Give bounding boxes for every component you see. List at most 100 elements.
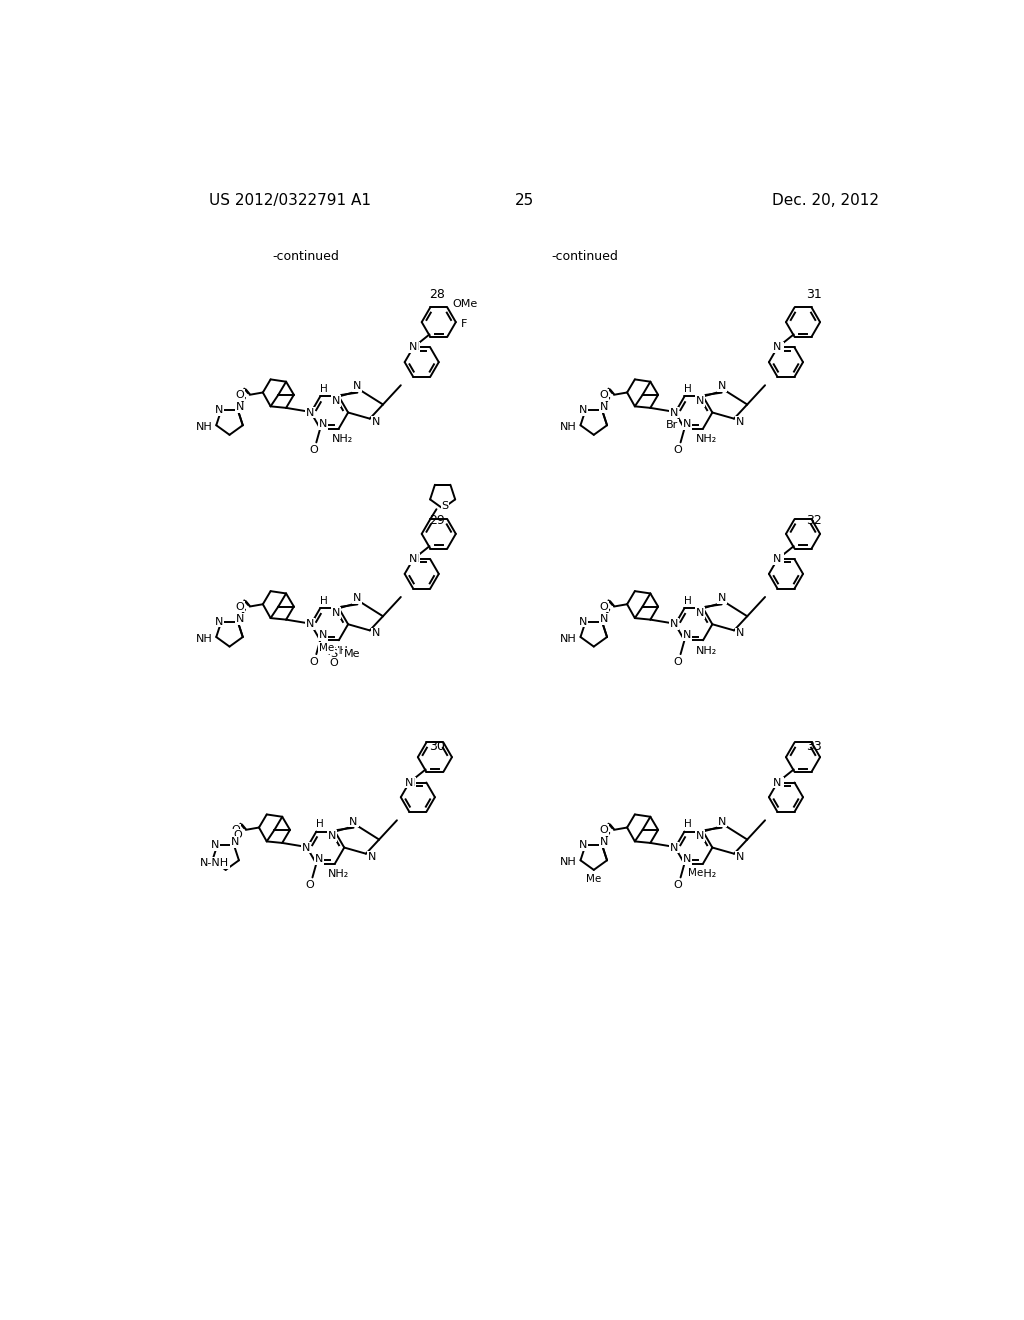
Text: N: N [683, 418, 691, 429]
Text: N: N [332, 396, 340, 407]
Text: 33: 33 [806, 739, 822, 752]
Text: 32: 32 [806, 515, 822, 527]
Text: O: O [309, 445, 318, 455]
Text: N: N [332, 609, 340, 618]
Text: Me: Me [688, 867, 702, 878]
Text: H: H [684, 384, 692, 393]
Text: N: N [579, 840, 588, 850]
Text: S: S [441, 502, 449, 511]
Text: Me: Me [343, 649, 360, 659]
Text: F: F [461, 318, 467, 329]
Text: N: N [302, 842, 310, 853]
Text: N: N [696, 396, 705, 407]
Text: N: N [306, 619, 314, 630]
Text: N: N [736, 417, 744, 426]
Text: N: N [579, 405, 588, 414]
Text: Dec. 20, 2012: Dec. 20, 2012 [772, 193, 879, 209]
Text: N: N [683, 631, 691, 640]
Text: NH: NH [196, 422, 212, 432]
Text: N: N [718, 593, 726, 603]
Text: N: N [318, 631, 328, 640]
Text: NH₂: NH₂ [332, 645, 353, 656]
Text: Me: Me [586, 874, 601, 884]
Text: N: N [600, 837, 608, 847]
Text: N: N [600, 614, 608, 624]
Text: O: O [231, 825, 240, 834]
Text: N: N [773, 342, 781, 352]
Text: N: N [328, 832, 336, 841]
Text: NH₂: NH₂ [696, 870, 718, 879]
Text: OMe: OMe [452, 300, 477, 309]
Text: N: N [353, 381, 361, 392]
Text: H: H [316, 818, 324, 829]
Text: N: N [696, 832, 705, 841]
Text: 29: 29 [429, 515, 444, 527]
Text: O: O [599, 602, 608, 611]
Text: N: N [353, 593, 361, 603]
Text: N: N [368, 851, 376, 862]
Text: N: N [579, 616, 588, 627]
Text: O: O [599, 389, 608, 400]
Text: NH: NH [560, 634, 577, 644]
Text: Br: Br [666, 420, 678, 429]
Text: N: N [411, 554, 419, 564]
Text: O: O [306, 880, 314, 890]
Text: N: N [773, 554, 781, 564]
Text: N: N [236, 614, 245, 624]
Text: NH₂: NH₂ [332, 434, 353, 445]
Text: N: N [775, 554, 783, 564]
Text: N: N [683, 854, 691, 863]
Text: O: O [674, 657, 683, 667]
Text: N: N [407, 777, 415, 788]
Text: N: N [215, 405, 223, 414]
Text: Me: Me [318, 643, 334, 653]
Text: O: O [232, 830, 242, 841]
Text: NH: NH [196, 634, 212, 644]
Text: O: O [309, 657, 318, 667]
Text: N: N [372, 628, 380, 639]
Text: N: N [670, 619, 679, 630]
Text: O: O [599, 825, 608, 834]
Text: N: N [409, 554, 418, 564]
Text: N: N [318, 418, 328, 429]
Text: S: S [331, 649, 338, 659]
Text: NH: NH [560, 422, 577, 432]
Text: N: N [670, 842, 679, 853]
Text: US 2012/0322791 A1: US 2012/0322791 A1 [209, 193, 372, 209]
Text: H: H [321, 384, 328, 393]
Text: 25: 25 [515, 193, 535, 209]
Text: N: N [372, 417, 380, 426]
Text: N: N [696, 609, 705, 618]
Text: N-NH: N-NH [200, 858, 229, 867]
Text: O: O [674, 880, 683, 890]
Text: N: N [736, 628, 744, 639]
Text: N: N [349, 817, 357, 826]
Text: O: O [236, 389, 244, 400]
Text: N: N [718, 817, 726, 826]
Text: N: N [736, 851, 744, 862]
Text: N: N [775, 777, 783, 788]
Text: N: N [231, 837, 240, 846]
Text: N: N [315, 854, 324, 863]
Text: N: N [600, 403, 608, 412]
Text: -continued: -continued [272, 251, 340, 264]
Text: N: N [718, 381, 726, 392]
Text: NH: NH [560, 857, 577, 867]
Text: N: N [409, 342, 418, 352]
Text: NH₂: NH₂ [696, 434, 718, 445]
Text: H: H [684, 595, 692, 606]
Text: 31: 31 [806, 288, 822, 301]
Text: H: H [684, 818, 692, 829]
Text: N: N [411, 342, 419, 352]
Text: N: N [236, 403, 245, 412]
Text: N: N [773, 777, 781, 788]
Text: 30: 30 [429, 739, 444, 752]
Text: O: O [674, 445, 683, 455]
Text: O: O [236, 602, 244, 611]
Text: NH₂: NH₂ [696, 645, 718, 656]
Text: NH₂: NH₂ [328, 870, 349, 879]
Text: N: N [215, 616, 223, 627]
Text: N: N [306, 408, 314, 417]
Text: N: N [211, 840, 219, 850]
Text: N: N [775, 342, 783, 352]
